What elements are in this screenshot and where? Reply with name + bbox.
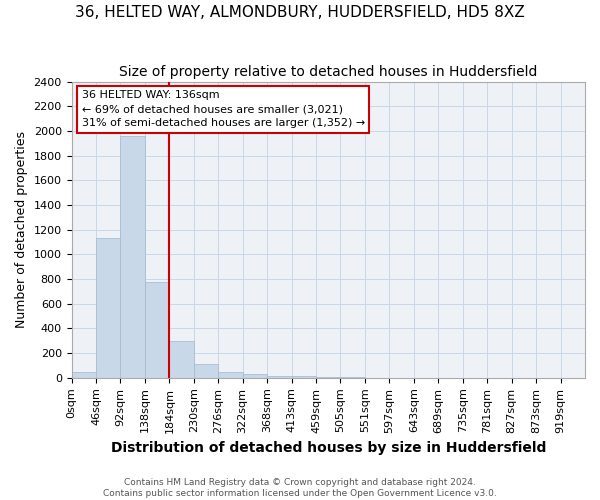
Bar bbox=[340, 377, 365, 378]
Text: 36 HELTED WAY: 136sqm
← 69% of detached houses are smaller (3,021)
31% of semi-d: 36 HELTED WAY: 136sqm ← 69% of detached … bbox=[82, 90, 365, 128]
Bar bbox=[194, 364, 218, 378]
Bar bbox=[71, 372, 96, 378]
Bar bbox=[292, 376, 316, 378]
X-axis label: Distribution of detached houses by size in Huddersfield: Distribution of detached houses by size … bbox=[110, 441, 546, 455]
Bar bbox=[267, 376, 292, 378]
Bar bbox=[169, 342, 194, 378]
Bar bbox=[96, 238, 121, 378]
Text: 36, HELTED WAY, ALMONDBURY, HUDDERSFIELD, HD5 8XZ: 36, HELTED WAY, ALMONDBURY, HUDDERSFIELD… bbox=[75, 5, 525, 20]
Title: Size of property relative to detached houses in Huddersfield: Size of property relative to detached ho… bbox=[119, 65, 538, 79]
Y-axis label: Number of detached properties: Number of detached properties bbox=[15, 131, 28, 328]
Bar bbox=[242, 374, 267, 378]
Text: Contains HM Land Registry data © Crown copyright and database right 2024.
Contai: Contains HM Land Registry data © Crown c… bbox=[103, 478, 497, 498]
Bar bbox=[218, 372, 242, 378]
Bar bbox=[121, 136, 145, 378]
Bar bbox=[145, 282, 169, 378]
Bar bbox=[316, 377, 340, 378]
